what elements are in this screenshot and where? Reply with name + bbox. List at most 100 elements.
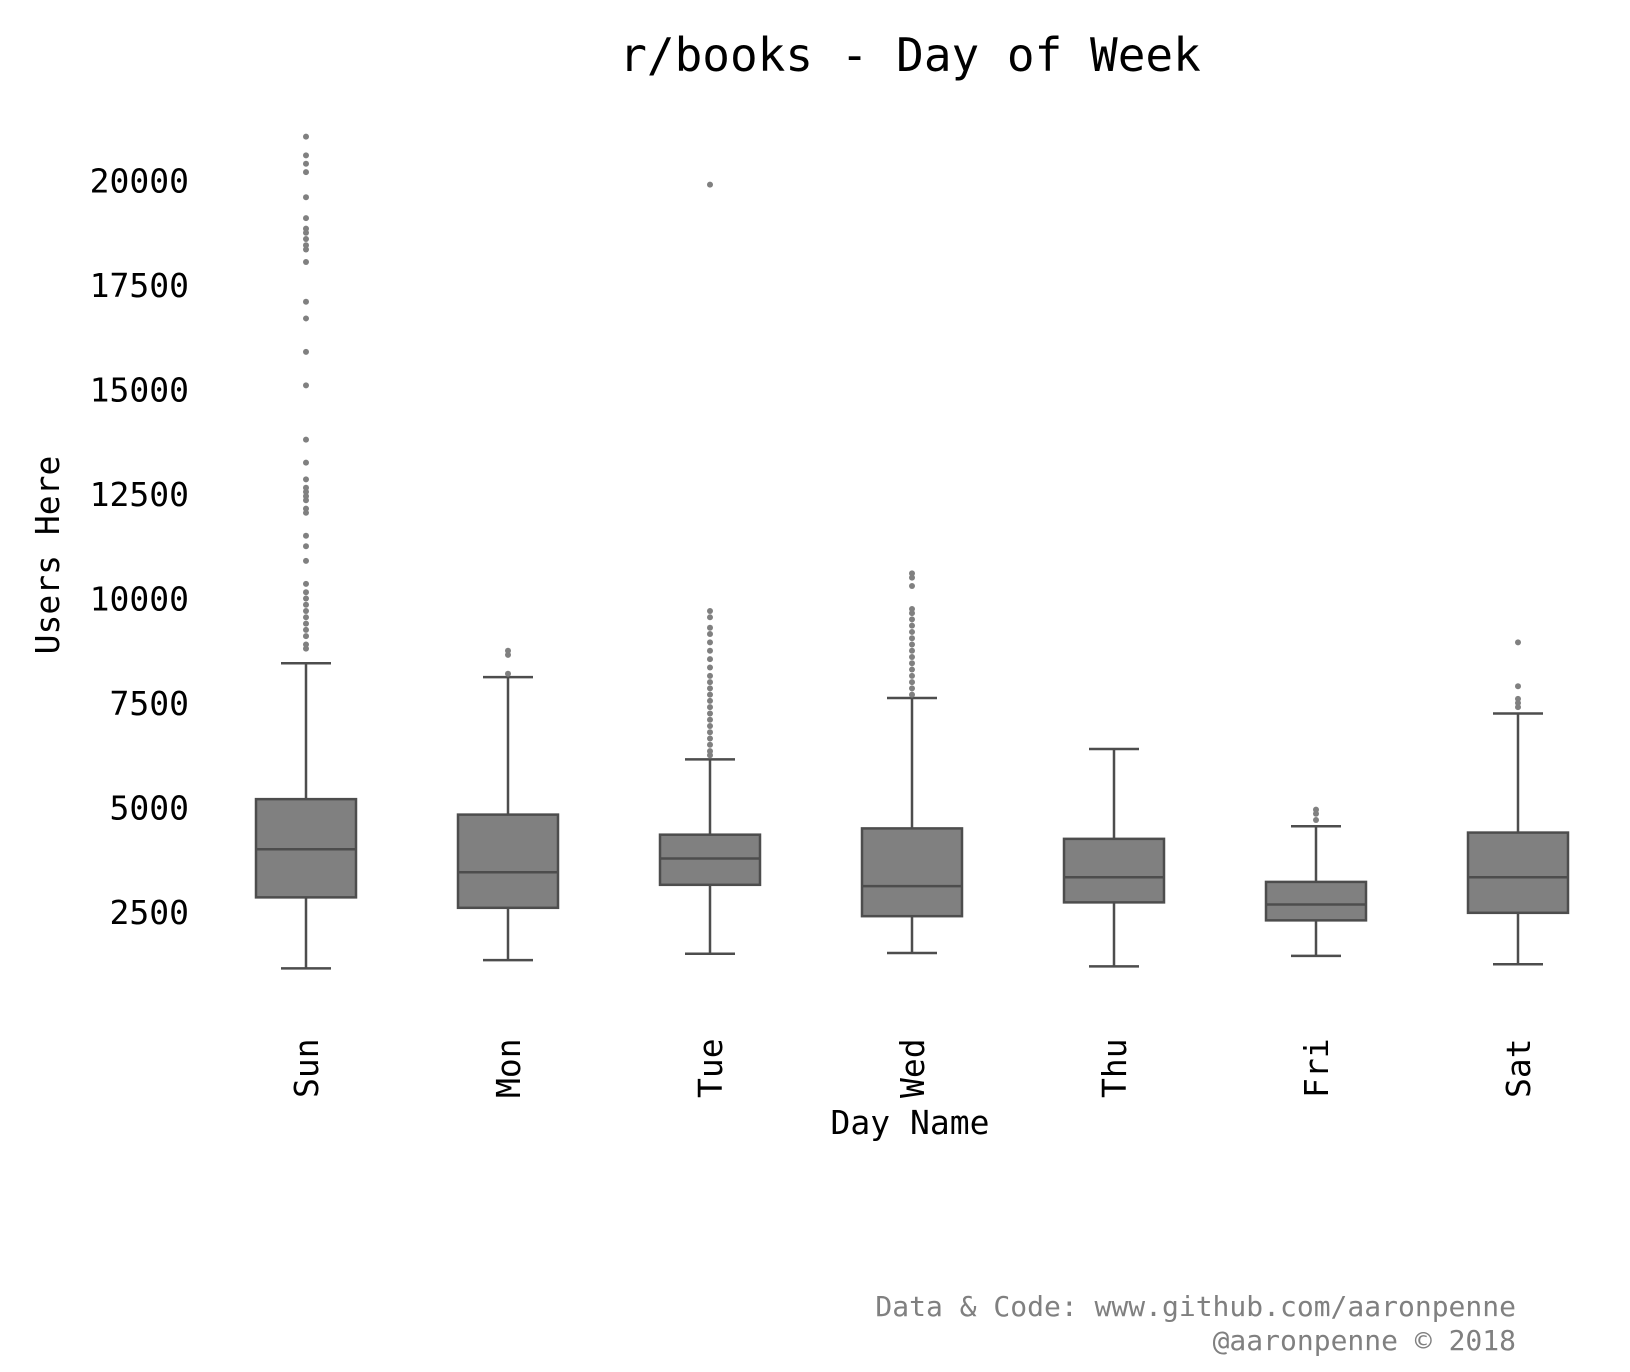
y-tick-label: 15000 bbox=[90, 371, 189, 410]
outlier-point bbox=[1313, 810, 1319, 817]
outlier-point bbox=[303, 169, 309, 176]
iqr-box bbox=[1466, 831, 1570, 915]
y-tick-label: 7500 bbox=[110, 684, 189, 723]
outlier-point bbox=[1313, 817, 1319, 824]
box-mon bbox=[456, 647, 560, 962]
outlier-point bbox=[303, 626, 309, 633]
outlier-point bbox=[303, 505, 309, 512]
outlier-point bbox=[303, 633, 309, 640]
outlier-point bbox=[1515, 695, 1521, 702]
outlier-point bbox=[909, 691, 915, 698]
outlier-point bbox=[909, 654, 915, 661]
outlier-point bbox=[707, 685, 713, 692]
outlier-point bbox=[303, 614, 309, 621]
outlier-point bbox=[707, 752, 713, 759]
y-axis-label: Users Here bbox=[28, 456, 67, 655]
outlier-point bbox=[303, 259, 309, 266]
outlier-point bbox=[909, 635, 915, 642]
outlier-point bbox=[909, 616, 915, 623]
x-tick-label: Thu bbox=[1095, 1038, 1134, 1098]
y-tick-label: 5000 bbox=[110, 789, 189, 828]
credit-data-code: Data & Code: www.github.com/aaronpenne bbox=[875, 1290, 1516, 1323]
outlier-point bbox=[303, 382, 309, 389]
outlier-point bbox=[707, 697, 713, 704]
outlier-point bbox=[1313, 806, 1319, 813]
outlier-point bbox=[909, 605, 915, 612]
y-tick-label: 12500 bbox=[90, 475, 189, 514]
iqr-box bbox=[1062, 837, 1166, 904]
outlier-point bbox=[707, 656, 713, 663]
box-series bbox=[254, 133, 1570, 970]
outlier-point bbox=[1515, 639, 1521, 646]
outlier-point bbox=[303, 152, 309, 159]
outlier-point bbox=[303, 641, 309, 648]
outlier-point bbox=[707, 741, 713, 748]
outlier-point bbox=[707, 722, 713, 729]
outlier-point bbox=[303, 595, 309, 602]
outlier-point bbox=[303, 608, 309, 615]
y-tick-label: 10000 bbox=[90, 580, 189, 619]
outlier-point bbox=[303, 645, 309, 652]
outlier-point bbox=[303, 493, 309, 500]
outlier-point bbox=[1515, 683, 1521, 690]
outlier-point bbox=[909, 647, 915, 654]
outlier-point bbox=[707, 704, 713, 711]
outlier-point bbox=[707, 624, 713, 631]
outlier-point bbox=[707, 614, 713, 621]
outlier-point bbox=[303, 601, 309, 608]
x-tick-label: Fri bbox=[1297, 1038, 1336, 1098]
outlier-point bbox=[909, 570, 915, 577]
outlier-point bbox=[303, 557, 309, 564]
box-thu bbox=[1062, 747, 1166, 968]
x-tick-label: Mon bbox=[489, 1038, 528, 1098]
box-sat bbox=[1466, 639, 1570, 966]
outlier-point bbox=[303, 488, 309, 495]
outlier-point bbox=[303, 436, 309, 443]
x-axis-ticks: Sun Mon Tue Wed Thu Fri Sat bbox=[287, 1038, 1538, 1098]
outlier-point bbox=[707, 181, 713, 188]
outlier-point bbox=[505, 651, 511, 658]
outlier-point bbox=[909, 660, 915, 667]
outlier-point bbox=[303, 476, 309, 483]
iqr-box bbox=[860, 827, 964, 918]
x-axis-label: Day Name bbox=[831, 1103, 990, 1142]
x-tick-label: Tue bbox=[691, 1038, 730, 1098]
outlier-point bbox=[707, 672, 713, 679]
outlier-point bbox=[303, 242, 309, 249]
outlier-point bbox=[303, 484, 309, 491]
iqr-box bbox=[456, 813, 560, 910]
outlier-point bbox=[707, 729, 713, 736]
outlier-point bbox=[909, 679, 915, 686]
outlier-point bbox=[909, 574, 915, 581]
outlier-point bbox=[909, 582, 915, 589]
outlier-point bbox=[303, 298, 309, 305]
box-tue bbox=[658, 181, 762, 956]
outlier-point bbox=[303, 497, 309, 504]
outlier-point bbox=[303, 215, 309, 222]
outlier-point bbox=[707, 679, 713, 686]
outlier-point bbox=[303, 543, 309, 550]
box-wed bbox=[860, 570, 964, 955]
outlier-point bbox=[707, 748, 713, 755]
outlier-point bbox=[1515, 700, 1521, 706]
outlier-point bbox=[707, 639, 713, 646]
box-sun bbox=[254, 133, 358, 970]
outlier-point bbox=[1515, 704, 1521, 711]
outlier-point bbox=[707, 664, 713, 671]
iqr-box bbox=[658, 833, 762, 887]
outlier-point bbox=[303, 229, 309, 236]
outlier-point bbox=[303, 133, 309, 140]
chart-title: r/books - Day of Week bbox=[619, 28, 1201, 82]
iqr-box bbox=[1264, 880, 1368, 922]
outlier-point bbox=[303, 580, 309, 587]
outlier-point bbox=[303, 315, 309, 322]
outlier-point bbox=[707, 647, 713, 654]
outlier-point bbox=[303, 348, 309, 355]
outlier-point bbox=[303, 225, 309, 232]
outlier-point bbox=[909, 641, 915, 648]
box-fri bbox=[1264, 806, 1368, 958]
outlier-point bbox=[707, 608, 713, 615]
outlier-point bbox=[303, 194, 309, 201]
y-tick-label: 2500 bbox=[110, 893, 189, 932]
